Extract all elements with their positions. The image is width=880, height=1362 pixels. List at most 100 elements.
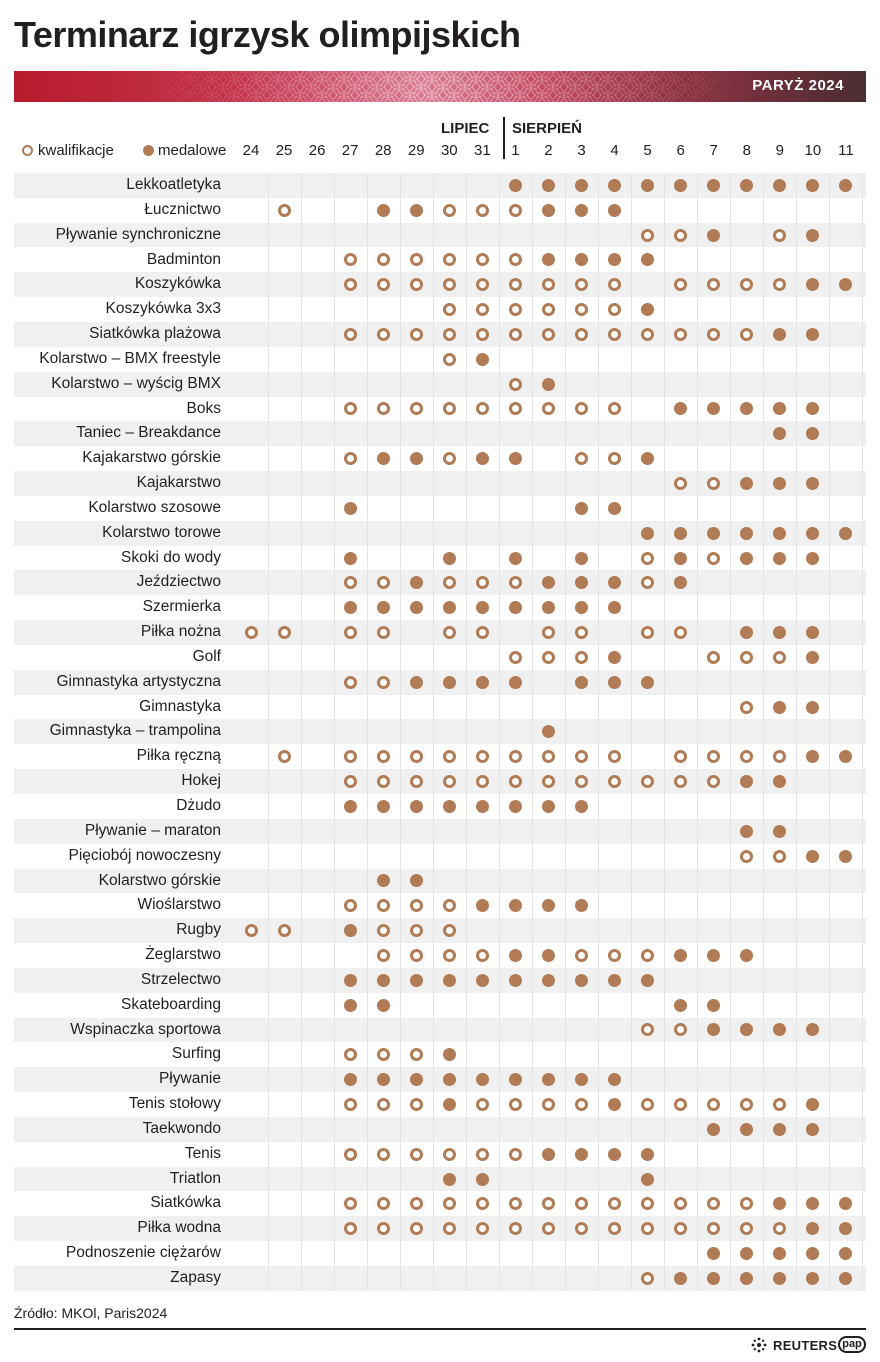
medal-marker xyxy=(707,1247,721,1261)
medal-marker xyxy=(839,750,853,764)
medal-marker xyxy=(740,402,754,416)
medal-marker xyxy=(740,1247,754,1261)
medal-marker xyxy=(541,253,555,267)
medal-marker xyxy=(475,1172,489,1186)
qualification-marker xyxy=(442,948,456,962)
medal-marker xyxy=(442,551,456,565)
medal-marker xyxy=(806,1122,820,1136)
medal-marker xyxy=(707,1122,721,1136)
medal-marker xyxy=(409,1073,423,1087)
reuters-dots-icon xyxy=(751,1337,767,1353)
medal-marker xyxy=(773,178,787,192)
medal-marker xyxy=(442,1098,456,1111)
qualification-marker xyxy=(608,1222,622,1236)
medal-marker xyxy=(839,278,853,292)
medal-marker xyxy=(773,1247,787,1261)
qualification-marker xyxy=(475,278,489,292)
qualification-marker xyxy=(442,402,456,416)
sport-label: Zapasy xyxy=(170,1268,221,1286)
sport-label: Jeździectwo xyxy=(136,573,221,591)
qualification-marker xyxy=(608,775,622,789)
source-note: Źródło: MKOl, Paris2024 xyxy=(14,1305,168,1321)
qualification-marker xyxy=(707,750,721,764)
sport-label: Wspinaczka sportowa xyxy=(70,1020,221,1038)
medal-marker xyxy=(740,1271,754,1285)
sport-label: Koszykówka 3x3 xyxy=(105,300,221,318)
medal-marker xyxy=(608,675,622,689)
qualification-marker xyxy=(740,750,754,764)
qualification-marker xyxy=(740,278,754,292)
qualification-marker xyxy=(277,750,291,764)
sport-label: Gimnastyka xyxy=(139,697,221,715)
medal-marker xyxy=(806,427,820,441)
medal-marker xyxy=(608,601,622,615)
qualification-marker xyxy=(376,1197,390,1211)
medal-marker xyxy=(707,998,721,1012)
medal-marker xyxy=(674,178,688,192)
row-shade xyxy=(14,520,866,546)
qualification-marker xyxy=(343,253,357,267)
medal-marker xyxy=(740,1122,754,1136)
qualification-marker xyxy=(641,626,655,640)
qualification-marker xyxy=(541,402,555,416)
medal-marker xyxy=(773,700,787,714)
qualification-marker xyxy=(376,402,390,416)
medal-marker xyxy=(740,948,754,962)
column-divider xyxy=(631,173,633,1291)
qualification-marker xyxy=(442,1222,456,1236)
qualification-marker xyxy=(641,551,655,565)
qualification-marker xyxy=(442,1147,456,1161)
qualification-marker xyxy=(508,402,522,416)
medal-marker xyxy=(442,799,456,813)
medal-marker xyxy=(409,601,423,615)
day-header-8: 8 xyxy=(742,142,751,159)
sport-label: Kolarstwo – BMX freestyle xyxy=(39,349,221,367)
qualification-marker xyxy=(674,228,688,242)
qualification-marker xyxy=(575,327,588,341)
medal-marker xyxy=(806,1197,820,1211)
medal-marker xyxy=(343,601,357,615)
qualification-marker xyxy=(608,750,622,764)
qualification-marker xyxy=(641,1271,655,1285)
row-shade xyxy=(14,272,866,298)
sport-label: Koszykówka xyxy=(134,275,221,293)
qualification-marker xyxy=(409,1222,423,1236)
sport-label: Badminton xyxy=(146,250,221,268)
medal-marker xyxy=(376,452,390,466)
qualification-marker xyxy=(343,402,357,416)
medal-marker xyxy=(773,477,787,490)
qualification-marker xyxy=(707,477,721,490)
day-header-1: 1 xyxy=(511,142,520,159)
medal-marker xyxy=(508,948,522,962)
sport-label: Surfing xyxy=(171,1045,221,1063)
medal-marker xyxy=(475,899,489,913)
medal-marker xyxy=(641,253,655,267)
medal-marker xyxy=(409,799,423,813)
qualification-marker xyxy=(674,278,688,292)
medal-marker xyxy=(608,973,622,987)
legend-qualification-label: kwalifikacje xyxy=(38,142,114,159)
sport-label: Lekkoatletyka xyxy=(126,176,221,193)
qualification-marker xyxy=(442,576,456,590)
column-divider xyxy=(796,173,798,1291)
day-header-3: 3 xyxy=(577,142,586,159)
qualification-marker xyxy=(343,750,357,764)
qualification-marker xyxy=(409,750,423,764)
sport-label: Piłka nożna xyxy=(140,623,221,641)
row-shade xyxy=(14,173,866,198)
qualification-marker xyxy=(508,377,522,391)
medal-marker xyxy=(376,1073,390,1087)
medal-marker xyxy=(376,601,390,615)
qualification-marker xyxy=(475,327,489,341)
medal-marker xyxy=(641,452,655,466)
medal-marker xyxy=(773,1271,787,1285)
medal-marker xyxy=(575,799,588,813)
qualification-marker xyxy=(508,303,522,317)
medal-marker xyxy=(707,178,721,192)
medal-marker xyxy=(839,178,853,192)
qualification-marker xyxy=(376,899,390,913)
day-header-27: 27 xyxy=(341,142,359,159)
qualification-marker xyxy=(409,1197,423,1211)
medal-marker xyxy=(475,352,489,366)
medal-marker xyxy=(806,477,820,490)
